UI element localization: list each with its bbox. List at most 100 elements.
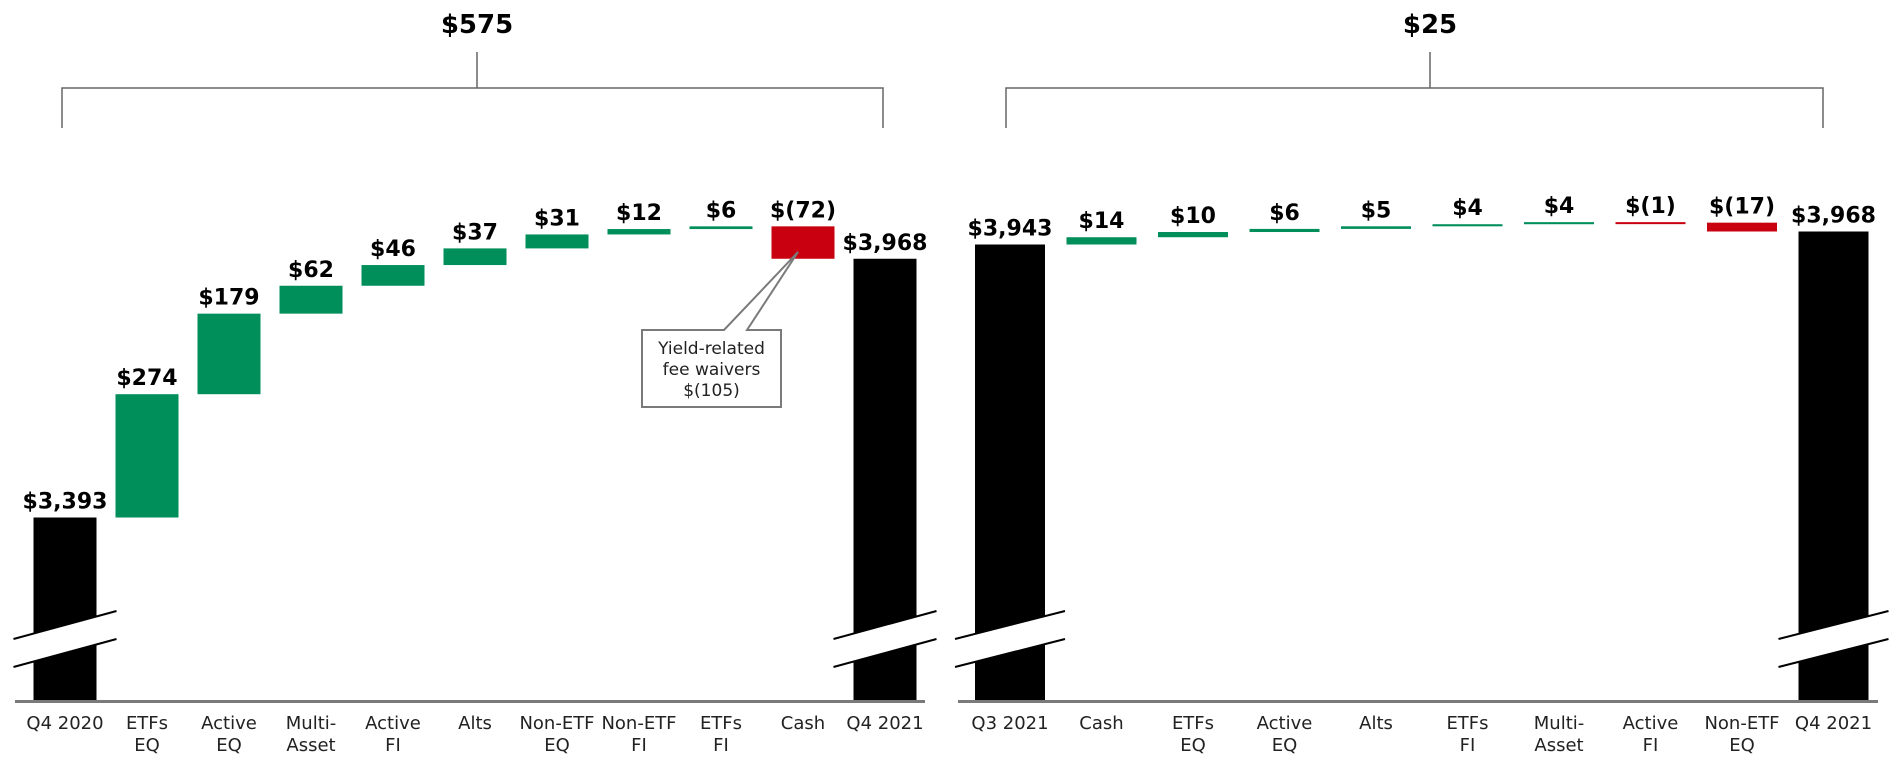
data-label: $3,393 <box>23 490 108 515</box>
data-label: $6 <box>1269 201 1300 226</box>
data-label: $(72) <box>770 198 836 223</box>
category-tick-label: FI <box>631 735 647 756</box>
category-tick-label: Active <box>365 713 421 734</box>
category-tick-label: EQ <box>544 735 570 756</box>
bar-group: $46 ActiveFI <box>362 237 425 756</box>
category-tick-label: FI <box>385 735 401 756</box>
data-label: $4 <box>1452 196 1483 221</box>
bar-group: $5 Alts <box>1341 198 1411 734</box>
data-label: $10 <box>1170 204 1216 229</box>
change-bracket <box>1006 52 1823 128</box>
data-label: $6 <box>706 198 737 223</box>
category-tick-label: EQ <box>1180 735 1206 756</box>
data-label: $14 <box>1079 209 1125 234</box>
category-tick-label: Q3 2021 <box>971 713 1048 734</box>
decrease-bar <box>772 226 835 258</box>
data-label: $3,968 <box>843 231 928 256</box>
data-label: $3,968 <box>1791 204 1876 229</box>
decrease-bar <box>1616 222 1686 224</box>
category-tick-label: FI <box>713 735 729 756</box>
increase-bar <box>526 234 589 248</box>
category-tick-label: ETFs <box>1446 713 1488 734</box>
category-tick-label: Multi- <box>286 713 337 734</box>
increase-bar <box>198 314 261 395</box>
category-tick-label: Alts <box>1359 713 1393 734</box>
bar-group: $3,943 Q3 2021 <box>955 217 1065 735</box>
category-tick-label: Active <box>1257 713 1313 734</box>
data-label: $3,943 <box>968 217 1053 242</box>
category-tick-label: Cash <box>781 713 825 734</box>
decrease-bar <box>1707 223 1777 232</box>
category-tick-label: Q4 2021 <box>1795 713 1872 734</box>
data-label: $274 <box>116 366 177 391</box>
data-label: $(1) <box>1625 194 1676 219</box>
category-tick-label: Q4 2021 <box>846 713 923 734</box>
category-tick-label: EQ <box>1272 735 1298 756</box>
bar-group: $3,968 Q4 2021 <box>1779 204 1889 735</box>
bar-group: $4 Multi-Asset <box>1524 194 1594 756</box>
total-change-label: $575 <box>441 10 513 40</box>
increase-bar <box>280 286 343 314</box>
data-label: $179 <box>198 286 259 311</box>
data-label: $12 <box>616 201 662 226</box>
increase-bar <box>116 394 179 517</box>
data-label: $46 <box>370 237 416 262</box>
category-tick-label: Q4 2020 <box>26 713 103 734</box>
increase-bar <box>1341 226 1411 229</box>
category-tick-label: ETFs <box>126 713 168 734</box>
category-tick-label: FI <box>1643 735 1659 756</box>
total-change-label: $25 <box>1403 10 1457 40</box>
category-tick-label: Multi- <box>1534 713 1585 734</box>
waterfall-chart-2: $25 $3,943 Q3 2021 $14 Cash $10 ETFs EQ $6 Active… <box>955 10 1889 756</box>
category-tick-label: Non-ETF <box>519 713 594 734</box>
callout-text-line: $(105) <box>683 381 740 401</box>
bar-group: $3,393 Q4 2020 <box>14 490 117 735</box>
category-tick-label: Cash <box>1079 713 1123 734</box>
bar-group: $62 Multi-Asset <box>280 258 343 756</box>
data-label: $5 <box>1361 198 1392 223</box>
category-tick-label: ETFs <box>700 713 742 734</box>
category-tick-label: Active <box>1623 713 1679 734</box>
increase-bar <box>1158 232 1228 237</box>
increase-bar <box>1524 222 1594 224</box>
category-tick-label: Non-ETF <box>601 713 676 734</box>
bar-group: $14 Cash <box>1067 209 1137 734</box>
callout-text-line: Yield-related <box>657 339 765 359</box>
data-label: $31 <box>534 206 580 231</box>
data-label: $37 <box>452 220 498 245</box>
category-tick-label: EQ <box>1729 735 1755 756</box>
increase-bar <box>444 248 507 265</box>
increase-bar <box>1250 229 1320 232</box>
callout-text-line: fee waivers <box>663 360 761 380</box>
increase-bar <box>690 226 753 229</box>
bar-group: $3,968 Q4 2021 <box>834 231 937 734</box>
category-tick-label: Active <box>201 713 257 734</box>
category-tick-label: EQ <box>134 735 160 756</box>
category-tick-label: Alts <box>458 713 492 734</box>
change-bracket <box>62 52 883 128</box>
total-bar <box>34 518 97 701</box>
data-label: $4 <box>1544 194 1575 219</box>
increase-bar <box>1433 224 1503 226</box>
category-tick-label: EQ <box>216 735 242 756</box>
category-tick-label: Asset <box>1534 735 1583 756</box>
data-label: $62 <box>288 258 334 283</box>
increase-bar <box>608 229 671 234</box>
increase-bar <box>362 265 425 286</box>
category-tick-label: FI <box>1460 735 1476 756</box>
category-tick-label: Non-ETF <box>1704 713 1779 734</box>
category-tick-label: Asset <box>286 735 335 756</box>
bar-group: $37 Alts <box>444 220 507 734</box>
